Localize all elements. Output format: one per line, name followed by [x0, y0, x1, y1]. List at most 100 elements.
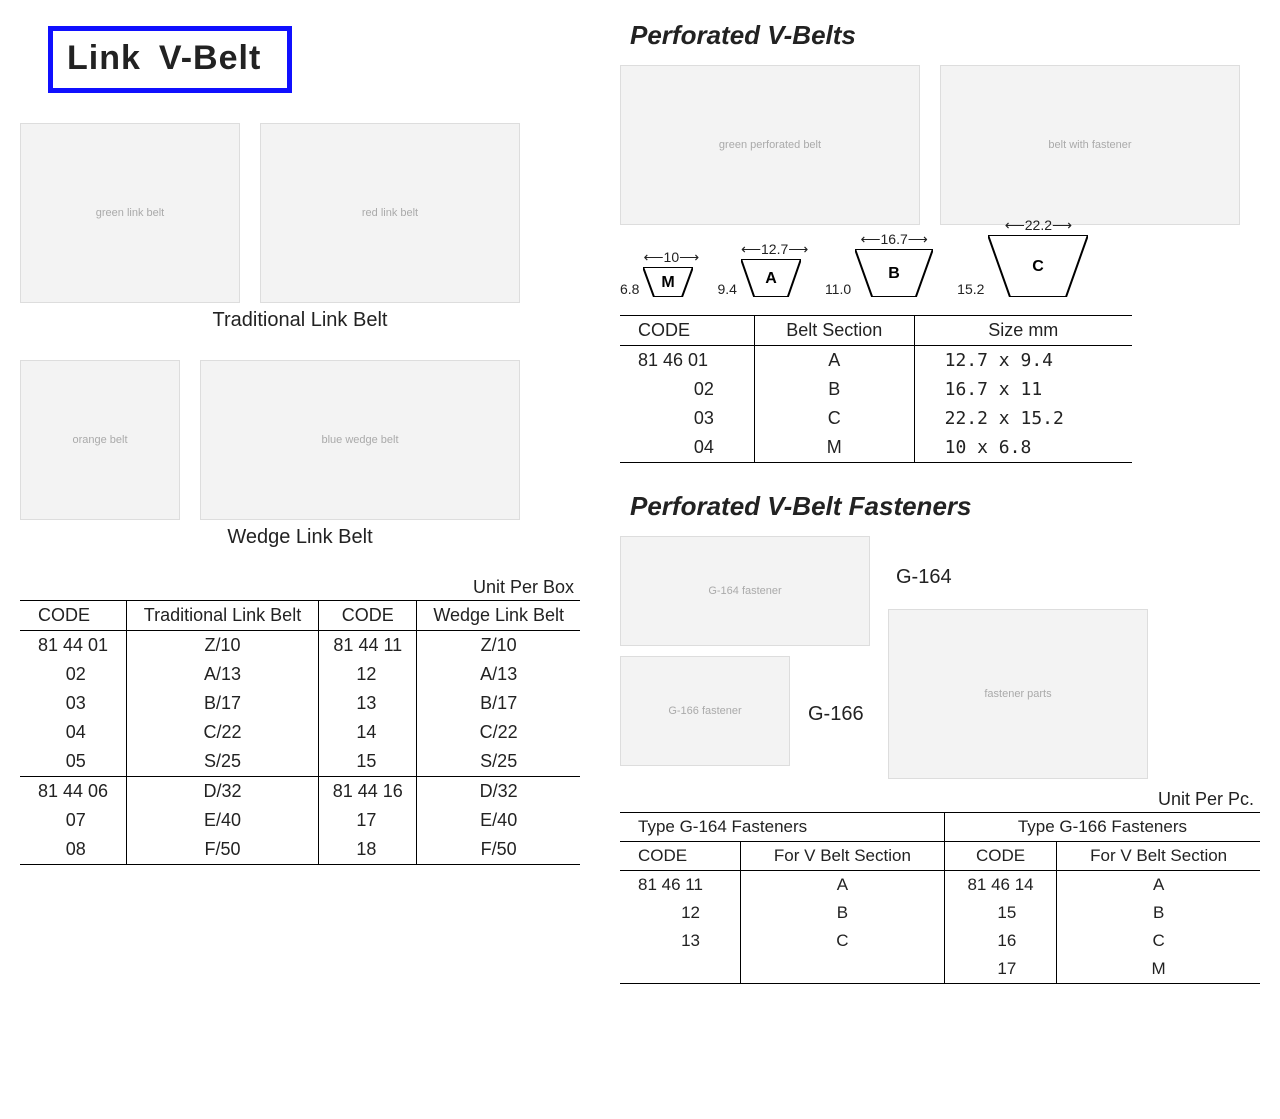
table-cell: F/50: [417, 835, 580, 865]
belt-profile-M: 6.8⟵10⟶M: [620, 267, 693, 297]
table-cell: Z/10: [417, 631, 580, 661]
caption-wedge: Wedge Link Belt: [20, 526, 580, 549]
table-cell: 16: [944, 927, 1056, 955]
table-cell: 02: [620, 375, 754, 404]
fastener-g164-image: G-164 fastener: [620, 536, 870, 646]
table-cell: A: [741, 871, 945, 900]
belt-profile-B: 11.0⟵16.7⟶B: [825, 249, 933, 297]
table-cell: 13: [620, 927, 741, 955]
table-cell: 10 x 6.8: [914, 433, 1132, 463]
fh-sec2: For V Belt Section: [1057, 842, 1260, 871]
th-wedge: Wedge Link Belt: [417, 601, 580, 631]
wedge-belt-image-1: orange belt: [20, 360, 180, 520]
table-cell: 81 44 11: [319, 631, 417, 661]
table-cell: B/17: [126, 689, 318, 718]
table-cell: B/17: [417, 689, 580, 718]
table-cell: M: [754, 433, 914, 463]
table-cell: 12.7 x 9.4: [914, 346, 1132, 376]
wedge-belt-image-2: blue wedge belt: [200, 360, 520, 520]
trad-belt-image-2: red link belt: [260, 123, 520, 303]
table-cell: 12: [319, 660, 417, 689]
table-cell: C/22: [126, 718, 318, 747]
g164-label: G-164: [896, 566, 1148, 589]
table-cell: 05: [20, 747, 126, 777]
table-cell: 02: [20, 660, 126, 689]
profile-height: 11.0: [825, 281, 851, 297]
table-cell: 81 44 16: [319, 777, 417, 807]
table-cell: Z/10: [126, 631, 318, 661]
table-cell: C: [1057, 927, 1260, 955]
table-cell: E/40: [126, 806, 318, 835]
table-cell: 14: [319, 718, 417, 747]
table-cell: 16.7 x 11: [914, 375, 1132, 404]
unit-per-pc: Unit Per Pc.: [620, 789, 1254, 810]
table-cell: F/50: [126, 835, 318, 865]
fastener-parts-image: fastener parts: [888, 609, 1148, 779]
profile-width: ⟵10⟶: [643, 249, 693, 266]
table-cell: 17: [944, 955, 1056, 984]
table-cell: 15: [319, 747, 417, 777]
table-cell: 04: [620, 433, 754, 463]
table-cell: B: [741, 899, 945, 927]
trad-belt-image-1: green link belt: [20, 123, 240, 303]
svg-text:M: M: [662, 274, 675, 291]
profile-width: ⟵22.2⟶: [988, 217, 1088, 234]
table-cell: 13: [319, 689, 417, 718]
pth-size: Size mm: [914, 316, 1132, 346]
table-cell: 81 46 01: [620, 346, 754, 376]
table-cell: E/40: [417, 806, 580, 835]
table-cell: [620, 955, 741, 984]
table-cell: S/25: [417, 747, 580, 777]
th-code-2: CODE: [319, 601, 417, 631]
profile-height: 9.4: [717, 281, 736, 297]
fh-sec1: For V Belt Section: [741, 842, 945, 871]
table-cell: 81 46 11: [620, 871, 741, 900]
table-cell: D/32: [126, 777, 318, 807]
table-cell: 81 44 06: [20, 777, 126, 807]
svg-text:A: A: [765, 270, 777, 287]
pth-section: Belt Section: [754, 316, 914, 346]
table-cell: 03: [20, 689, 126, 718]
fh-code1: CODE: [620, 842, 741, 871]
table-cell: 12: [620, 899, 741, 927]
table-cell: D/32: [417, 777, 580, 807]
caption-traditional: Traditional Link Belt: [20, 309, 580, 332]
belt-profile-A: 9.4⟵12.7⟶A: [717, 259, 800, 297]
belt-profile-C: 15.2⟵22.2⟶C: [957, 235, 1088, 297]
perf-belt-image-2: belt with fastener: [940, 65, 1240, 225]
gh-164: Type G-164 Fasteners: [620, 813, 944, 842]
table-cell: C: [754, 404, 914, 433]
table-cell: 22.2 x 15.2: [914, 404, 1132, 433]
table-cell: 81 44 01: [20, 631, 126, 661]
profile-height: 6.8: [620, 281, 639, 297]
table-cell: C/22: [417, 718, 580, 747]
table-cell: 07: [20, 806, 126, 835]
table-cell: [741, 955, 945, 984]
perf-belt-image-1: green perforated belt: [620, 65, 920, 225]
fastener-g166-image: G-166 fastener: [620, 656, 790, 766]
table-cell: 03: [620, 404, 754, 433]
fasteners-title: Perforated V-Belt Fasteners: [630, 491, 1260, 522]
table-cell: 08: [20, 835, 126, 865]
table-cell: 15: [944, 899, 1056, 927]
profile-width: ⟵16.7⟶: [855, 231, 933, 248]
svg-text:C: C: [1033, 258, 1045, 275]
profile-height: 15.2: [957, 281, 984, 297]
table-cell: A: [1057, 871, 1260, 900]
title-link: Link: [67, 39, 141, 77]
unit-per-box: Unit Per Box: [20, 577, 574, 598]
gh-166: Type G-166 Fasteners: [944, 813, 1260, 842]
table-cell: 18: [319, 835, 417, 865]
fh-code2: CODE: [944, 842, 1056, 871]
fasteners-table: Type G-164 Fasteners Type G-166 Fastener…: [620, 812, 1260, 984]
table-cell: B: [754, 375, 914, 404]
table-cell: S/25: [126, 747, 318, 777]
table-cell: M: [1057, 955, 1260, 984]
perf-belt-table: CODE Belt Section Size mm 81 46 01A12.7 …: [620, 315, 1132, 463]
table-cell: B: [1057, 899, 1260, 927]
belt-profiles: 6.8⟵10⟶M9.4⟵12.7⟶A11.0⟵16.7⟶B15.2⟵22.2⟶C: [620, 235, 1260, 297]
pth-code: CODE: [620, 316, 754, 346]
title-vbelt: V-Belt: [159, 39, 261, 77]
page-title-box: Link V-Belt: [48, 26, 292, 93]
g166-label: G-166: [808, 703, 864, 726]
